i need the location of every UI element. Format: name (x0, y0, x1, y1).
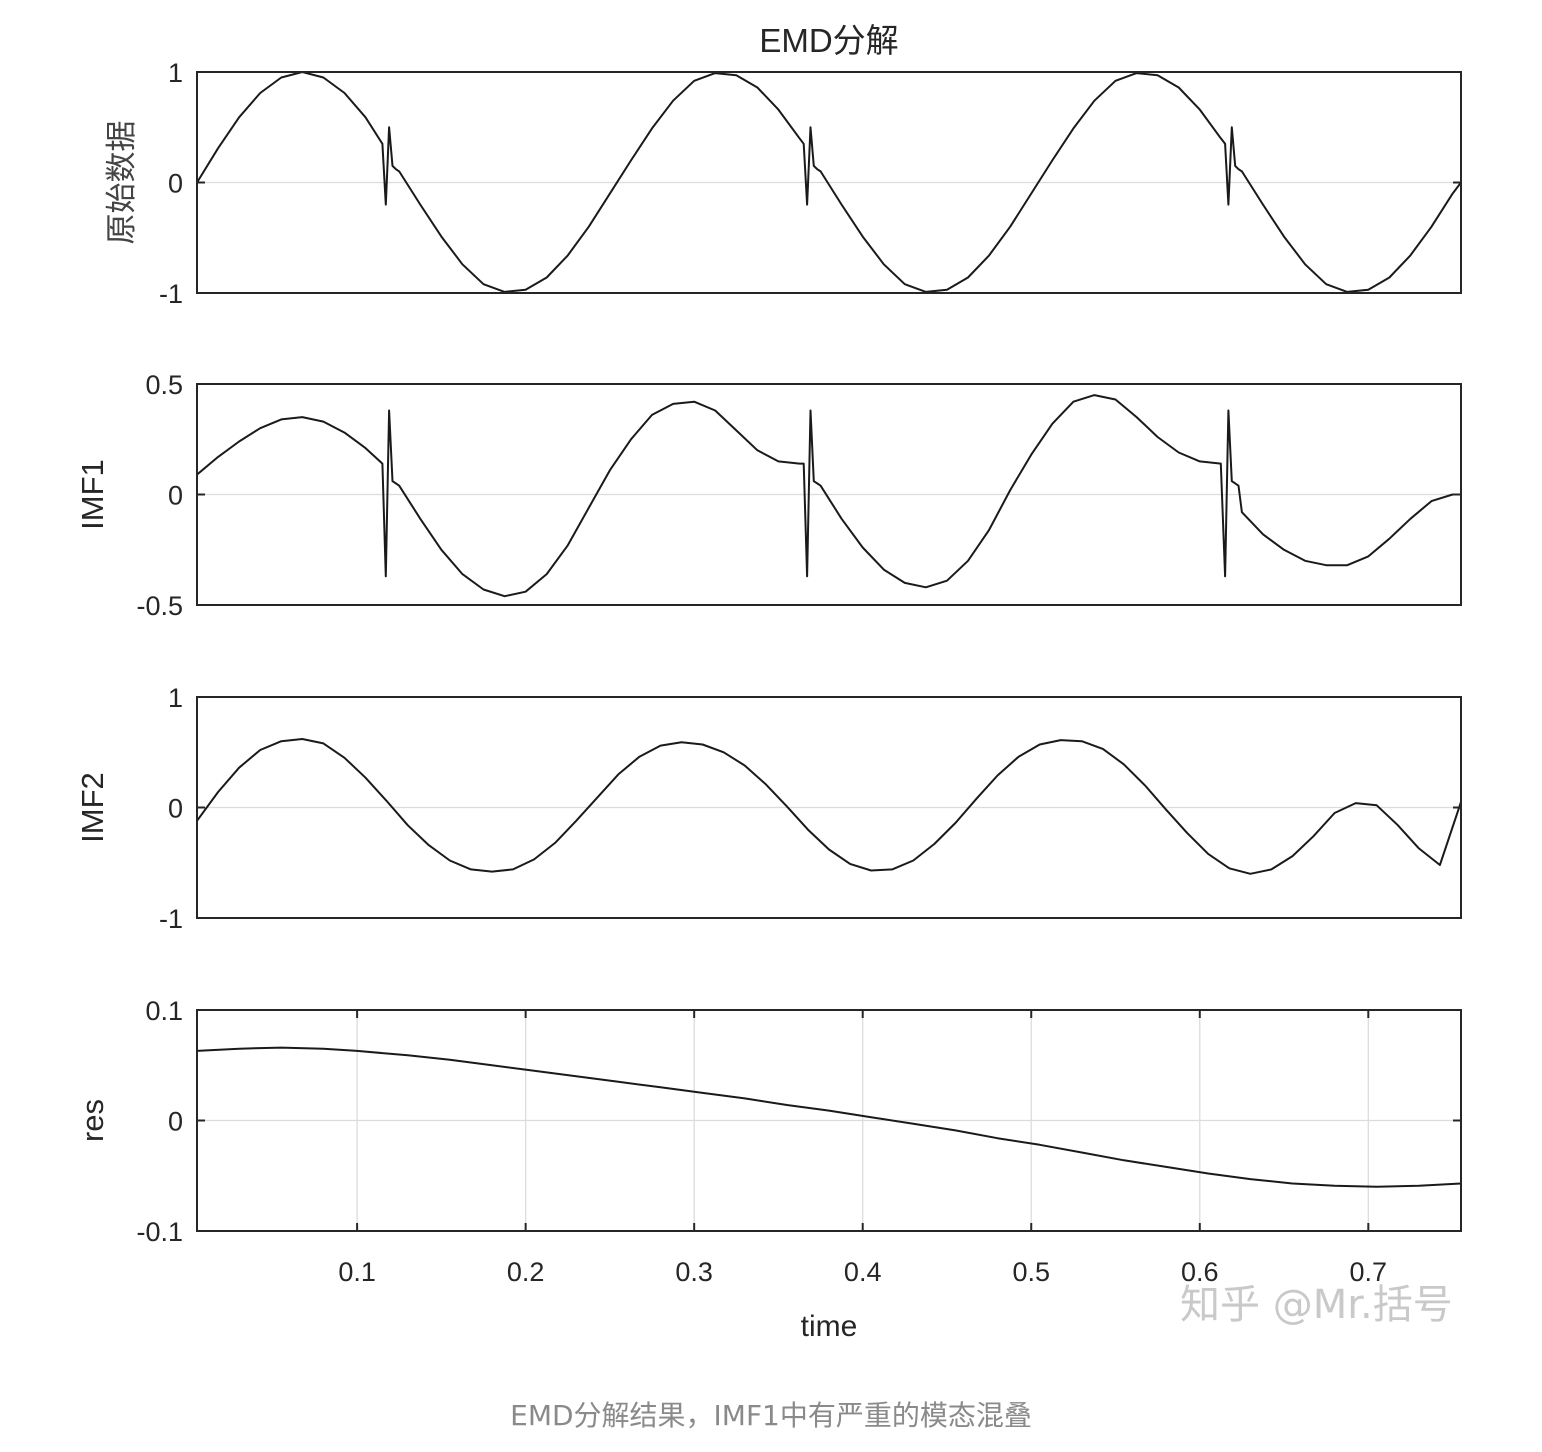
y-tick-label: 0 (168, 794, 183, 824)
subplot-1: -1 0 1 原始数据 (104, 58, 1462, 309)
y-tick-label: -0.1 (136, 1217, 183, 1247)
y-tick-label: 0 (168, 169, 183, 199)
series-line (197, 738, 1461, 875)
x-tick-label: 0.4 (844, 1257, 882, 1287)
y-tick-label: 0.5 (145, 370, 183, 400)
y-axis-label: IMF2 (75, 772, 110, 843)
x-tick-label: 0.6 (1181, 1257, 1219, 1287)
subplot-3: -1 0 1 IMF2 (75, 683, 1462, 934)
x-tick-label: 0.7 (1350, 1257, 1388, 1287)
figure-caption: EMD分解结果，IMF1中有严重的模态混叠 (510, 1399, 1032, 1432)
x-tick-label: 0.2 (507, 1257, 545, 1287)
x-tick-label: 0.5 (1012, 1257, 1050, 1287)
subplot-panels: -1 0 1 原始数据 -0.5 0 0.5 IMF1 -1 0 1 IMF2 -0.1 0 0.1 0.1 0… (75, 58, 1462, 1287)
y-tick-label: 1 (168, 683, 183, 713)
subplot-2: -0.5 0 0.5 IMF1 (75, 370, 1462, 621)
y-axis-label: IMF1 (75, 459, 110, 530)
y-axis-label: 原始数据 (104, 121, 140, 245)
series-line (197, 1046, 1461, 1188)
y-tick-label: 0.1 (145, 996, 183, 1026)
y-tick-label: -0.5 (136, 591, 183, 621)
y-tick-label: 0 (168, 481, 183, 511)
x-axis-label: time (801, 1310, 858, 1343)
watermark-text: 知乎 @Mr.括号 (1180, 1282, 1453, 1328)
y-tick-label: 0 (168, 1107, 183, 1137)
figure-title: EMD分解 (759, 22, 898, 59)
y-tick-label: -1 (159, 904, 183, 934)
y-tick-label: -1 (159, 279, 183, 309)
series-line (197, 394, 1461, 598)
x-tick-label: 0.1 (338, 1257, 376, 1287)
y-axis-label: res (75, 1099, 110, 1142)
x-tick-label: 0.3 (675, 1257, 713, 1287)
y-tick-label: 1 (168, 58, 183, 88)
subplot-4: -0.1 0 0.1 0.1 0.2 0.3 0.4 0.5 0.6 0.7 res (75, 996, 1462, 1287)
series-line (197, 72, 1461, 293)
